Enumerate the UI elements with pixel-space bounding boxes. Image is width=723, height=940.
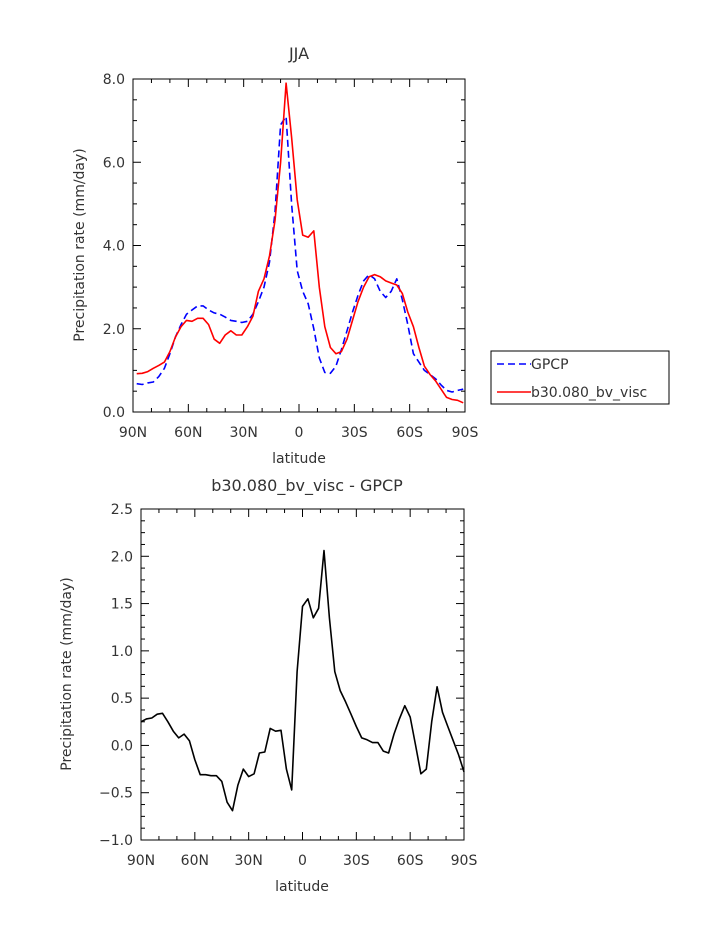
top-ytick-label: 4.0 bbox=[103, 239, 125, 255]
bottom-series-group bbox=[140, 549, 465, 812]
bottom-plot-frame bbox=[140, 508, 465, 841]
legend-model-label: b30.080_bv_visc bbox=[531, 385, 647, 401]
top-xtick-label: 90N bbox=[119, 425, 147, 441]
bottom-xtick-label: 30N bbox=[235, 853, 263, 869]
top-plot-title: JJA bbox=[288, 44, 309, 63]
bottom-ytick-label: 0.0 bbox=[111, 738, 133, 754]
bottom-x-axis-label: latitude bbox=[275, 879, 329, 895]
bottom-series-difference-line bbox=[140, 549, 465, 812]
bottom-xtick-label: 90N bbox=[127, 853, 155, 869]
top-tick-labels: 90N 60N 30N 0 30S 60S 90S 0.0 2.0 4.0 6.0 8.0 bbox=[103, 72, 479, 441]
bottom-ytick-label: −0.5 bbox=[99, 786, 133, 802]
top-xtick-label: 30S bbox=[341, 425, 368, 441]
top-ytick-label: 0.0 bbox=[103, 405, 125, 421]
top-ytick-label: 8.0 bbox=[103, 72, 125, 88]
top-xtick-label: 90S bbox=[452, 425, 479, 441]
top-series-group bbox=[136, 82, 464, 404]
top-xtick-label: 30N bbox=[230, 425, 258, 441]
bottom-plot-title: b30.080_bv_visc - GPCP bbox=[211, 476, 403, 496]
top-plot: JJA 90N 60N 30N 0 30S 60S 90S 0.0 2.0 4.0 6.0 8.0 l… bbox=[72, 44, 478, 467]
bottom-plot: b30.080_bv_visc - GPCP 90N 60N 30N 0 30S 60S 9… bbox=[59, 476, 477, 895]
bottom-xtick-label: 60N bbox=[181, 853, 209, 869]
top-xtick-label: 60S bbox=[396, 425, 423, 441]
top-plot-frame bbox=[132, 78, 466, 413]
top-ytick-label: 2.0 bbox=[103, 322, 125, 338]
legend-gpcp-label: GPCP bbox=[531, 357, 569, 373]
top-series-b30-080-bv-visc-line bbox=[136, 82, 464, 404]
bottom-ytick-label: 0.5 bbox=[111, 691, 133, 707]
top-axis-ticks bbox=[132, 78, 466, 413]
bottom-tick-labels: 90N 60N 30N 0 30S 60S 90S −1.0 −0.5 0.0 0.5 1.0 1.5 2… bbox=[99, 502, 477, 869]
top-xtick-label: 0 bbox=[295, 425, 304, 441]
bottom-ytick-label: 2.5 bbox=[111, 502, 133, 518]
bottom-ytick-label: 1.5 bbox=[111, 597, 133, 613]
bottom-axis-ticks bbox=[140, 508, 465, 841]
top-xtick-label: 60N bbox=[174, 425, 202, 441]
bottom-xtick-label: 60S bbox=[397, 853, 424, 869]
bottom-ytick-label: 1.0 bbox=[111, 644, 133, 660]
bottom-xtick-label: 90S bbox=[451, 853, 478, 869]
bottom-ytick-label: 2.0 bbox=[111, 549, 133, 565]
top-y-axis-label: Precipitation rate (mm/day) bbox=[72, 148, 88, 342]
bottom-xtick-label: 0 bbox=[298, 853, 307, 869]
legend: GPCP b30.080_bv_visc bbox=[490, 350, 670, 405]
bottom-xtick-label: 30S bbox=[343, 853, 370, 869]
top-series-gpcp-line bbox=[136, 115, 464, 393]
legend-box bbox=[490, 350, 670, 405]
bottom-y-axis-label: Precipitation rate (mm/day) bbox=[59, 577, 75, 771]
top-ytick-label: 6.0 bbox=[103, 155, 125, 171]
top-x-axis-label: latitude bbox=[272, 451, 326, 467]
bottom-ytick-label: −1.0 bbox=[99, 833, 133, 849]
